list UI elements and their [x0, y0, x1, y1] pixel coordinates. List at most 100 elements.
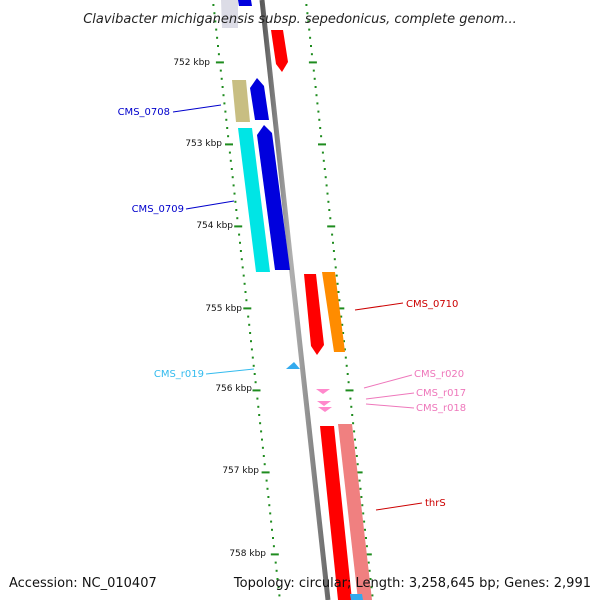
outer-ruler-minor-tick — [359, 487, 362, 490]
inner-ruler-major-tick — [234, 225, 243, 228]
outer-ruler-minor-tick — [317, 110, 320, 113]
outer-ruler-minor-tick — [363, 520, 366, 523]
gene-thrs-red — [320, 426, 352, 600]
outer-ruler-minor-tick — [349, 397, 352, 400]
leader-cms-0709 — [185, 200, 235, 210]
map-title: Clavibacter michiganensis subsp. sepedon… — [83, 12, 517, 27]
label-cms-0709[interactable]: CMS_0709 — [132, 204, 184, 215]
label-cms-r020[interactable]: CMS_r020 — [414, 369, 464, 380]
gene-top-red — [271, 30, 288, 72]
leader-thrs — [375, 502, 423, 511]
inner-ruler-minor-tick — [266, 487, 269, 490]
inner-ruler-minor-tick — [239, 241, 241, 244]
outer-ruler-minor-tick — [315, 94, 318, 97]
rna-cms-r017-marker — [317, 401, 331, 406]
inner-ruler-minor-tick — [272, 537, 274, 539]
inner-ruler-minor-tick — [254, 381, 257, 384]
trna-cms-r019-marker — [286, 362, 300, 369]
outer-ruler-minor-tick — [365, 545, 368, 548]
inner-ruler-minor-tick — [260, 430, 263, 433]
inner-ruler-minor-tick — [240, 258, 243, 261]
outer-ruler-minor-tick — [310, 45, 312, 47]
inner-ruler-major-tick — [243, 307, 252, 310]
inner-ruler-minor-tick — [216, 36, 219, 39]
tick-label-756: 756 kbp — [215, 384, 252, 394]
outer-ruler-minor-tick — [351, 414, 354, 416]
gene-labels: CMS_0708 CMS_0709 CMS_0710 CMS_r019 CMS_… — [118, 107, 467, 509]
gene-thrs-pink — [338, 424, 372, 600]
tick-label-753: 753 kbp — [185, 139, 222, 149]
inner-ruler-major-tick — [270, 553, 279, 556]
label-cms-r017[interactable]: CMS_r017 — [416, 388, 466, 399]
inner-ruler-minor-tick — [265, 479, 268, 482]
outer-ruler-minor-tick — [316, 102, 319, 105]
outer-ruler-minor-tick — [328, 209, 331, 211]
outer-ruler-minor-tick — [324, 176, 327, 179]
inner-ruler-minor-tick — [239, 250, 242, 252]
outer-ruler-minor-tick — [329, 217, 332, 220]
gene-cms-0708-tan — [232, 80, 250, 122]
outer-ruler-minor-tick — [355, 455, 358, 457]
label-thrs[interactable]: thrS — [425, 498, 446, 509]
inner-ruler-minor-tick — [228, 151, 231, 154]
gene-cms-0709-blue — [257, 125, 290, 270]
label-cms-0708[interactable]: CMS_0708 — [118, 107, 170, 118]
inner-ruler-minor-tick — [250, 348, 253, 351]
inner-ruler-minor-tick — [225, 118, 228, 121]
outer-ruler-minor-tick — [340, 315, 343, 318]
inner-ruler-minor-tick — [278, 594, 281, 597]
outer-ruler-minor-tick — [371, 594, 374, 597]
gene-top-blue — [238, 0, 252, 6]
outer-ruler-minor-tick — [321, 151, 324, 154]
outer-ruler-minor-tick — [356, 463, 359, 466]
inner-ruler-minor-tick — [229, 159, 232, 162]
inner-ruler-minor-tick — [262, 455, 265, 457]
leader-cms-r018 — [365, 403, 415, 409]
inner-ruler-minor-tick — [277, 586, 280, 589]
leader-cms-0710 — [354, 302, 404, 311]
inner-ruler-minor-tick — [213, 12, 216, 15]
outer-tick-ruler — [305, 4, 374, 597]
outer-ruler-minor-tick — [323, 168, 326, 170]
outer-ruler-minor-tick — [341, 323, 344, 326]
inner-ruler-major-tick — [225, 143, 233, 146]
inner-ruler-minor-tick — [243, 282, 246, 285]
label-cms-r019[interactable]: CMS_r019 — [154, 369, 204, 380]
inner-ruler-minor-tick — [238, 233, 241, 236]
outer-ruler-major-tick — [336, 307, 345, 310]
outer-ruler-minor-tick — [369, 578, 372, 580]
inner-ruler-minor-tick — [227, 135, 230, 138]
inner-ruler-major-tick — [252, 389, 261, 392]
outer-ruler-minor-tick — [358, 479, 361, 482]
outer-ruler-minor-tick — [364, 528, 366, 531]
inner-ruler-minor-tick — [224, 110, 227, 113]
outer-ruler-minor-tick — [337, 291, 340, 293]
outer-ruler-major-tick — [308, 61, 317, 64]
inner-ruler-minor-tick — [230, 168, 233, 170]
outer-ruler-minor-tick — [353, 430, 356, 433]
outer-ruler-minor-tick — [325, 184, 328, 187]
inner-ruler-minor-tick — [235, 209, 238, 211]
rna-features — [286, 362, 332, 412]
inner-ruler-minor-tick — [217, 45, 219, 47]
gene-cms-0708-blue — [250, 78, 269, 120]
inner-ruler-minor-tick — [270, 520, 273, 523]
inner-ruler-minor-tick — [231, 176, 234, 179]
outer-ruler-minor-tick — [342, 332, 345, 334]
label-cms-r018[interactable]: CMS_r018 — [416, 403, 466, 414]
outer-ruler-minor-tick — [343, 348, 346, 351]
outer-ruler-minor-tick — [331, 233, 334, 236]
inner-ruler-minor-tick — [215, 28, 218, 31]
inner-ruler-major-tick — [215, 61, 224, 64]
inner-ruler-minor-tick — [258, 414, 261, 416]
outer-ruler-minor-tick — [312, 69, 315, 72]
outer-ruler-minor-tick — [332, 250, 335, 252]
tick-label-752: 752 kbp — [173, 58, 210, 68]
outer-ruler-minor-tick — [322, 159, 325, 162]
label-cms-0710[interactable]: CMS_0710 — [406, 299, 458, 310]
leader-cms-0708 — [172, 104, 222, 113]
outer-ruler-minor-tick — [370, 586, 373, 589]
inner-ruler-minor-tick — [226, 127, 229, 129]
